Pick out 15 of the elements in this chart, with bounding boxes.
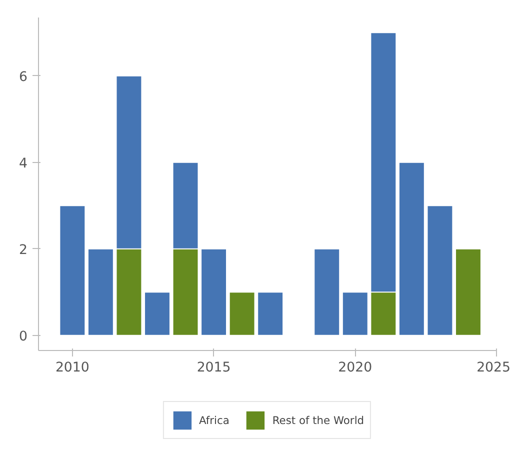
bar (144, 292, 170, 336)
bar (314, 248, 340, 336)
y-tick-label: 2 (19, 242, 28, 258)
legend-label: Africa (198, 414, 230, 426)
y-tick-label: 0 (19, 329, 28, 344)
x-tick-label: 2020 (338, 360, 372, 376)
legend-label: Rest of the World (272, 414, 364, 426)
x-tick-label: 2010 (55, 360, 90, 376)
x-tick-label: 2015 (196, 360, 231, 376)
bar (455, 248, 482, 336)
bar (59, 205, 86, 336)
y-tick-label: 6 (19, 70, 28, 85)
x-tick-label: 2025 (476, 360, 510, 376)
bar (200, 248, 228, 336)
y-tick-label: 4 (19, 156, 28, 172)
